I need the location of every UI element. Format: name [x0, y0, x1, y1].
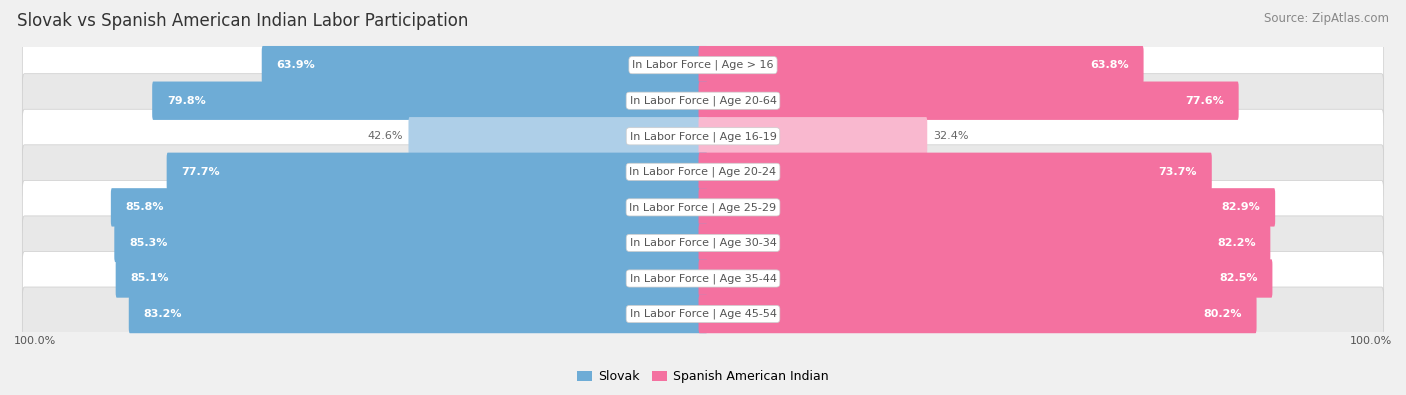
Text: 63.9%: 63.9% [277, 60, 315, 70]
Text: 83.2%: 83.2% [143, 309, 183, 319]
FancyBboxPatch shape [22, 145, 1384, 199]
FancyBboxPatch shape [699, 224, 1271, 262]
FancyBboxPatch shape [167, 152, 707, 191]
Text: In Labor Force | Age 30-34: In Labor Force | Age 30-34 [630, 238, 776, 248]
Text: 77.7%: 77.7% [181, 167, 221, 177]
FancyBboxPatch shape [699, 46, 1143, 85]
Text: 63.8%: 63.8% [1090, 60, 1129, 70]
FancyBboxPatch shape [115, 259, 707, 298]
Text: 100.0%: 100.0% [1350, 336, 1392, 346]
FancyBboxPatch shape [22, 109, 1384, 163]
Text: In Labor Force | Age 20-24: In Labor Force | Age 20-24 [630, 167, 776, 177]
FancyBboxPatch shape [129, 295, 707, 333]
Legend: Slovak, Spanish American Indian: Slovak, Spanish American Indian [572, 365, 834, 388]
FancyBboxPatch shape [699, 259, 1272, 298]
FancyBboxPatch shape [409, 117, 707, 156]
FancyBboxPatch shape [22, 216, 1384, 270]
Text: 85.3%: 85.3% [129, 238, 167, 248]
Text: 82.5%: 82.5% [1219, 273, 1257, 284]
FancyBboxPatch shape [22, 287, 1384, 341]
FancyBboxPatch shape [152, 81, 707, 120]
FancyBboxPatch shape [111, 188, 707, 227]
FancyBboxPatch shape [22, 181, 1384, 234]
FancyBboxPatch shape [114, 224, 707, 262]
FancyBboxPatch shape [262, 46, 707, 85]
FancyBboxPatch shape [699, 117, 927, 156]
Text: 80.2%: 80.2% [1204, 309, 1241, 319]
Text: 79.8%: 79.8% [167, 96, 205, 106]
Text: 82.9%: 82.9% [1222, 202, 1260, 213]
FancyBboxPatch shape [699, 152, 1212, 191]
Text: 100.0%: 100.0% [14, 336, 56, 346]
Text: In Labor Force | Age 25-29: In Labor Force | Age 25-29 [630, 202, 776, 213]
FancyBboxPatch shape [699, 81, 1239, 120]
Text: In Labor Force | Age 16-19: In Labor Force | Age 16-19 [630, 131, 776, 141]
Text: In Labor Force | Age > 16: In Labor Force | Age > 16 [633, 60, 773, 70]
Text: Slovak vs Spanish American Indian Labor Participation: Slovak vs Spanish American Indian Labor … [17, 12, 468, 30]
Text: Source: ZipAtlas.com: Source: ZipAtlas.com [1264, 12, 1389, 25]
FancyBboxPatch shape [22, 38, 1384, 92]
Text: 42.6%: 42.6% [367, 131, 402, 141]
Text: 82.2%: 82.2% [1218, 238, 1256, 248]
Text: 73.7%: 73.7% [1159, 167, 1197, 177]
FancyBboxPatch shape [22, 252, 1384, 305]
FancyBboxPatch shape [699, 188, 1275, 227]
Text: 85.8%: 85.8% [125, 202, 165, 213]
FancyBboxPatch shape [22, 74, 1384, 128]
Text: 77.6%: 77.6% [1185, 96, 1223, 106]
Text: In Labor Force | Age 35-44: In Labor Force | Age 35-44 [630, 273, 776, 284]
Text: In Labor Force | Age 45-54: In Labor Force | Age 45-54 [630, 309, 776, 319]
FancyBboxPatch shape [699, 295, 1257, 333]
Text: 85.1%: 85.1% [131, 273, 169, 284]
Text: In Labor Force | Age 20-64: In Labor Force | Age 20-64 [630, 96, 776, 106]
Text: 32.4%: 32.4% [934, 131, 969, 141]
